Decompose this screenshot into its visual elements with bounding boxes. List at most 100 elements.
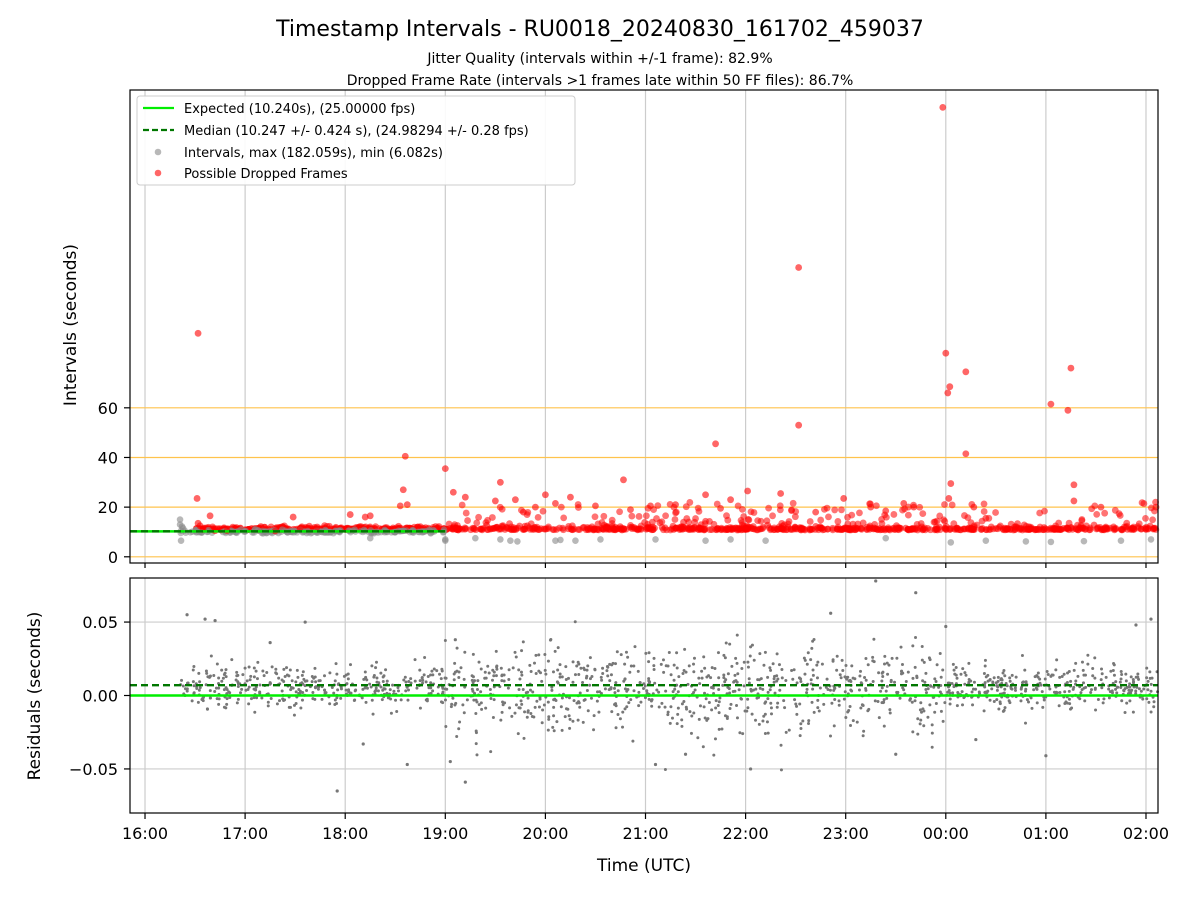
residual-point	[861, 734, 865, 738]
residual-point	[323, 674, 327, 678]
residual-point	[618, 717, 622, 721]
residual-point	[576, 718, 580, 722]
residual-point	[1110, 689, 1114, 693]
residual-point	[186, 681, 190, 685]
residual-point	[473, 679, 477, 683]
residual-point	[484, 706, 488, 710]
residual-point	[619, 653, 623, 657]
residual-point	[214, 686, 218, 690]
residual-point	[792, 668, 796, 672]
residual-point	[236, 684, 240, 688]
residual-point	[837, 699, 841, 703]
residual-point	[405, 762, 409, 767]
residual-point	[415, 686, 419, 690]
residual-point	[645, 691, 649, 695]
residual-point	[539, 671, 543, 675]
residual-point	[266, 704, 270, 708]
residual-point	[454, 701, 458, 705]
x-tick-label: 19:00	[422, 824, 468, 843]
residual-point	[887, 663, 891, 667]
residual-point	[1079, 691, 1083, 695]
residual-point	[880, 671, 884, 675]
residual-point	[915, 674, 919, 678]
residual-point	[472, 698, 476, 702]
residual-point	[190, 699, 194, 703]
residual-point	[555, 680, 559, 684]
residual-point	[537, 653, 541, 657]
dropped-frame-point	[663, 526, 671, 534]
residual-point	[526, 696, 530, 700]
residual-point	[766, 675, 770, 679]
residual-point	[330, 685, 334, 689]
residual-point	[723, 680, 727, 684]
dropped-frame-point	[603, 524, 610, 532]
dropped-frame-point	[1151, 524, 1159, 532]
residual-point	[908, 698, 912, 702]
residual-point	[647, 651, 651, 655]
residual-point	[748, 654, 752, 658]
residual-point	[555, 720, 559, 724]
residual-point	[560, 675, 564, 679]
residual-point	[1014, 675, 1018, 679]
x-tick-label: 21:00	[622, 824, 668, 843]
dropped-frame-point	[519, 508, 527, 516]
residual-point	[961, 667, 965, 671]
residual-point	[901, 686, 905, 690]
dropped-frame-point	[778, 520, 786, 527]
residual-point	[385, 691, 389, 695]
residual-point	[609, 673, 613, 677]
residual-point	[716, 704, 720, 708]
residual-point	[1081, 681, 1085, 685]
residual-point	[1136, 672, 1140, 676]
legend-expected-label: Expected (10.240s), (25.00000 fps)	[184, 102, 415, 117]
dropped-frame-point	[507, 525, 515, 533]
residual-point	[389, 697, 393, 701]
residual-point	[1060, 674, 1064, 678]
residual-point	[1038, 681, 1042, 685]
residual-point	[432, 667, 436, 671]
residual-point	[795, 681, 799, 685]
residual-point	[443, 639, 447, 643]
dropped-frame-point	[1093, 525, 1100, 533]
residual-point	[288, 705, 292, 709]
residual-point	[688, 710, 692, 714]
residual-point	[928, 684, 932, 688]
residual-point	[1025, 698, 1029, 702]
residual-point	[280, 689, 284, 693]
residual-point	[659, 662, 663, 666]
residual-point	[932, 685, 936, 689]
residual-point	[258, 690, 262, 694]
dropped-frame-point	[765, 504, 773, 512]
residual-point	[759, 677, 763, 681]
legend-box	[136, 95, 576, 186]
residual-point	[581, 680, 585, 684]
dropped-frame-point	[812, 508, 820, 516]
residual-point	[534, 671, 538, 675]
residual-point	[520, 673, 524, 677]
dropped-frame-point	[496, 478, 504, 486]
residual-point	[1152, 705, 1156, 709]
residual-point	[1082, 673, 1086, 677]
residual-point	[588, 683, 592, 687]
residual-point	[421, 681, 425, 685]
residual-point	[550, 685, 554, 689]
interval-point	[442, 536, 449, 543]
residual-point	[790, 669, 794, 673]
residual-point	[893, 680, 897, 684]
residuals-y-axis-label: Residuals (seconds)	[25, 612, 45, 781]
residual-point	[1130, 688, 1134, 692]
dropped-frame-point	[542, 491, 549, 499]
residual-point	[667, 651, 671, 655]
residual-point	[364, 700, 368, 704]
residual-point	[579, 666, 583, 670]
interval-point	[727, 536, 734, 543]
residual-point	[310, 675, 314, 679]
dropped-frame-point	[734, 502, 742, 510]
residual-point	[798, 734, 802, 738]
intervals-x-ticks	[144, 563, 1147, 568]
residual-point	[769, 712, 773, 716]
residual-point	[1067, 689, 1071, 693]
residual-point	[637, 704, 641, 708]
residual-point	[225, 697, 229, 701]
residual-point	[302, 677, 306, 681]
